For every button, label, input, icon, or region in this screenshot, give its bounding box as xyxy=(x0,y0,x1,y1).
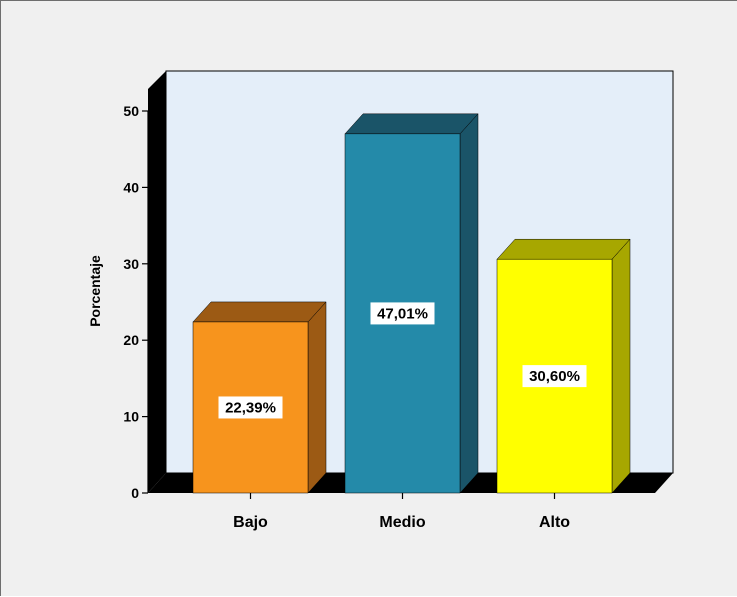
bar-top xyxy=(496,238,631,260)
bar-top xyxy=(344,113,479,135)
x-category-label: Medio xyxy=(379,514,425,531)
left-wall xyxy=(148,71,166,493)
y-tick-label: 10 xyxy=(123,409,139,425)
data-label: 30,60% xyxy=(529,368,580,385)
bar-top xyxy=(192,301,327,323)
data-label: 22,39% xyxy=(225,399,276,416)
bar-side xyxy=(459,113,479,494)
data-label-box xyxy=(370,302,435,325)
y-tick-label: 40 xyxy=(123,179,139,195)
x-category-label: Bajo xyxy=(233,514,268,531)
bar-bajo: 22,39% xyxy=(192,301,327,494)
y-axis-label: Porcentaje xyxy=(87,255,103,327)
data-label: 47,01% xyxy=(377,305,428,322)
y-axis: 0 10 20 30 40 50 xyxy=(123,103,149,501)
y-tick-label: 50 xyxy=(123,103,139,119)
bar-medio: 47,01% xyxy=(344,113,479,494)
y-tick-label: 0 xyxy=(131,485,139,501)
x-category-label: Alto xyxy=(539,514,570,531)
data-label-box xyxy=(218,396,283,419)
x-axis-labels: Bajo Medio Alto xyxy=(233,493,570,531)
data-label-box xyxy=(522,365,587,388)
bar-side xyxy=(611,238,631,494)
bar-side xyxy=(307,301,327,494)
bar-alto: 30,60% xyxy=(496,238,631,494)
bars: 22,39% 47,01% 30,60% xyxy=(192,113,631,494)
y-tick-label: 20 xyxy=(123,332,139,348)
y-tick-label: 30 xyxy=(123,256,139,272)
